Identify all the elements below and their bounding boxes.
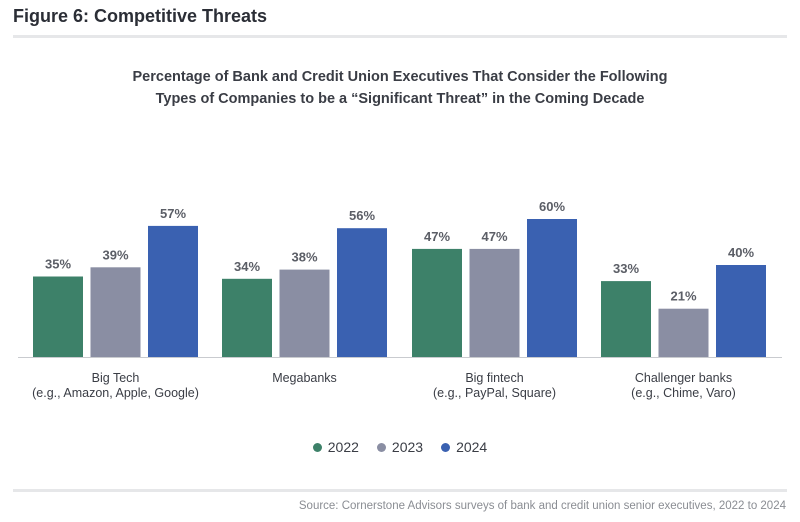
- bar-2023-group-4: [658, 308, 709, 357]
- bar-2023-group-3: [469, 248, 520, 357]
- data-label-2024-group-2: 56%: [349, 208, 375, 223]
- chart-title-line-2: Types of Companies to be a “Significant …: [155, 91, 645, 107]
- bottom-divider: [13, 489, 787, 492]
- category-label-3-line-2: (e.g., PayPal, Square): [433, 386, 556, 400]
- category-label-1-line-2: (e.g., Amazon, Apple, Google): [32, 386, 199, 400]
- source-note: Source: Cornerstone Advisors surveys of …: [298, 500, 786, 512]
- category-label-1-line-1: Big Tech: [92, 371, 140, 385]
- chart-title-line-1: Percentage of Bank and Credit Union Exec…: [132, 69, 668, 85]
- legend-swatch-2022: [312, 442, 322, 452]
- category-label-4-line-2: (e.g., Chime, Varo): [631, 386, 736, 400]
- data-label-2024-group-3: 60%: [539, 199, 565, 214]
- legend-item-2022: 2022: [312, 439, 359, 455]
- bar-2022-group-4: [601, 281, 651, 357]
- legend: 2022 2023 2024: [0, 439, 800, 455]
- legend-item-2024: 2024: [441, 439, 487, 455]
- chart-title: Percentage of Bank and Credit Union Exec…: [0, 66, 800, 110]
- data-label-2024-group-1: 57%: [160, 206, 186, 221]
- legend-item-2023: 2023: [376, 439, 424, 455]
- figure-title: Figure 6: Competitive Threats: [13, 6, 268, 26]
- legend-label-2023: 2023: [391, 439, 424, 455]
- bar-2024-group-4: [716, 265, 766, 357]
- data-label-2023-group-1: 39%: [102, 247, 128, 262]
- data-label-2023-group-3: 47%: [481, 229, 507, 244]
- bar-2022-group-1: [33, 276, 83, 357]
- data-label-2023-group-2: 38%: [291, 250, 317, 265]
- bar-2024-group-1: [148, 225, 198, 357]
- bar-chart: 35% 34% 47% 33% 39% 38% 47% 21% 57% 56% 60% 40% Big …: [18, 199, 782, 400]
- data-label-2022-group-2: 34%: [234, 259, 260, 274]
- category-label-2-line-1: Megabanks: [272, 371, 337, 385]
- bar-2023-group-1: [90, 267, 141, 357]
- legend-swatch-2024: [441, 442, 451, 452]
- legend-label-2022: 2022: [327, 439, 359, 455]
- category-label-4-line-1: Challenger banks: [635, 371, 732, 385]
- data-label-2022-group-3: 47%: [424, 229, 450, 244]
- bar-2023-group-2: [279, 269, 330, 357]
- top-divider: [13, 35, 787, 38]
- data-label-2022-group-4: 33%: [613, 261, 639, 276]
- category-label-3-line-1: Big fintech: [465, 371, 523, 385]
- data-label-2022-group-1: 35%: [45, 257, 71, 272]
- data-label-2024-group-4: 40%: [728, 245, 754, 260]
- bar-2022-group-2: [222, 278, 272, 357]
- bar-2022-group-3: [412, 248, 462, 357]
- legend-label-2024: 2024: [456, 439, 488, 455]
- bar-2024-group-2: [337, 228, 387, 357]
- legend-swatch-2023: [376, 442, 386, 452]
- bar-2024-group-3: [527, 219, 577, 357]
- data-label-2023-group-4: 21%: [670, 289, 696, 304]
